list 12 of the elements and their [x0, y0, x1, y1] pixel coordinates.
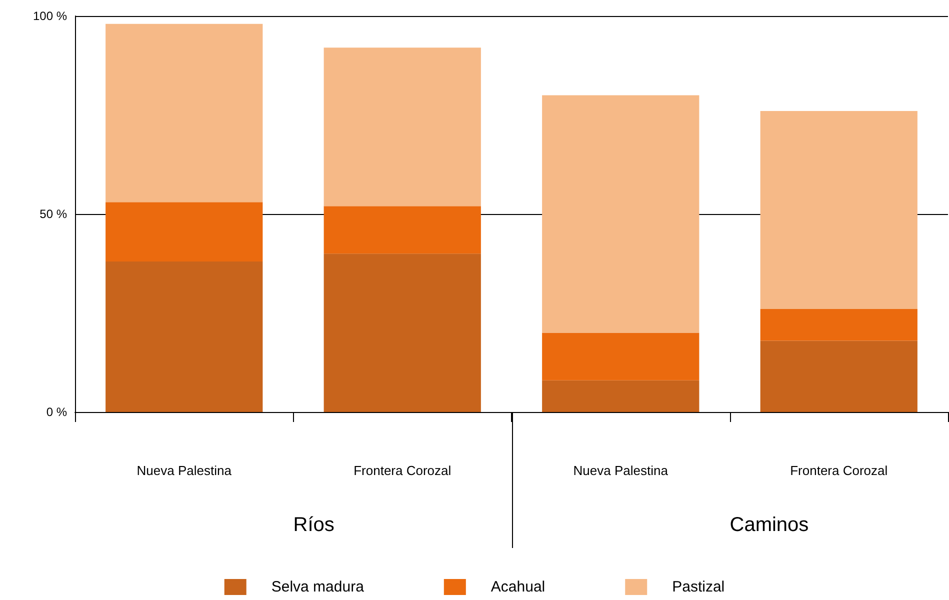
x-tick-label: Nueva Palestina: [573, 463, 669, 478]
x-tick-label: Frontera Corozal: [790, 463, 888, 478]
legend-label: Pastizal: [672, 578, 725, 596]
x-tick-label: Frontera Corozal: [354, 463, 452, 478]
text: Ríos: [293, 514, 334, 536]
legend-label: Selva madura: [271, 578, 365, 596]
text: Caminos: [730, 514, 809, 536]
y-tick-label: 0 %: [46, 405, 68, 419]
y-tick-label: 100 %: [32, 9, 68, 23]
x-tick-label: Nueva Palestina: [136, 463, 232, 478]
y-tick-label: 50 %: [40, 207, 68, 221]
legend-label: Acahual: [490, 578, 546, 596]
